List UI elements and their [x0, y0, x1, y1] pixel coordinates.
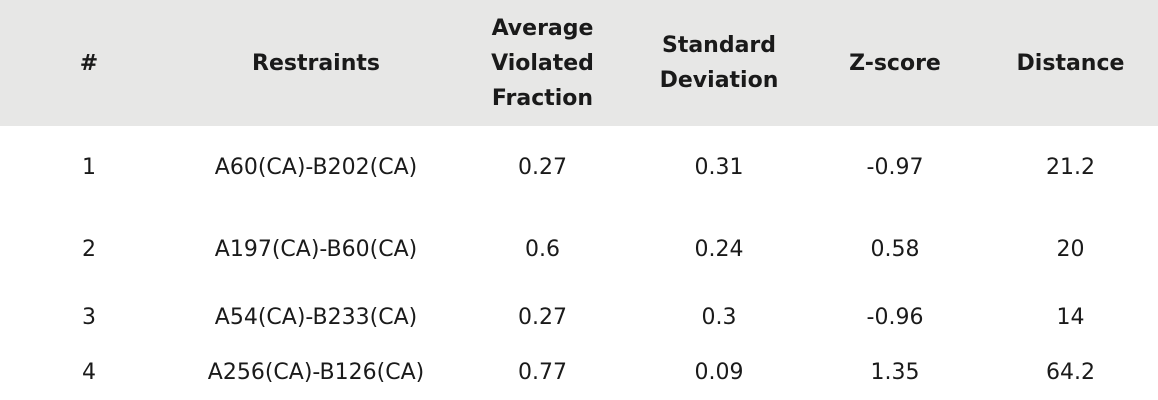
cell-num: 4 — [82, 359, 96, 385]
cell-distance: 14 — [1056, 304, 1085, 330]
header-num: # — [79, 50, 99, 76]
table-header: # Restraints Average Violated Fraction S… — [0, 0, 1158, 126]
cell-average-violated-fraction: 0.27 — [518, 304, 567, 330]
table-row: 2 A197(CA)-B60(CA) 0.6 0.24 0.58 20 — [0, 228, 1158, 270]
cell-average-violated-fraction: 0.27 — [518, 154, 567, 180]
cell-average-violated-fraction: 0.77 — [518, 359, 567, 385]
table-row: 3 A54(CA)-B233(CA) 0.27 0.3 -0.96 14 — [0, 296, 1158, 338]
cell-z-score: -0.97 — [866, 154, 924, 180]
header-z-score: Z-score — [849, 50, 941, 76]
cell-restraint: A54(CA)-B233(CA) — [214, 304, 418, 330]
table-row: 1 A60(CA)-B202(CA) 0.27 0.31 -0.97 21.2 — [0, 146, 1158, 188]
cell-distance: 20 — [1056, 236, 1085, 262]
header-restraints: Restraints — [252, 50, 380, 76]
table-row: 4 A256(CA)-B126(CA) 0.77 0.09 1.35 64.2 — [0, 351, 1158, 393]
cell-restraint: A256(CA)-B126(CA) — [207, 359, 425, 385]
cell-distance: 21.2 — [1046, 154, 1095, 180]
cell-num: 1 — [82, 154, 96, 180]
cell-standard-deviation: 0.3 — [701, 304, 737, 330]
header-average-violated-fraction: Average Violated Fraction — [491, 15, 594, 111]
cell-restraint: A60(CA)-B202(CA) — [214, 154, 418, 180]
cell-restraint: A197(CA)-B60(CA) — [214, 236, 418, 262]
cell-standard-deviation: 0.31 — [694, 154, 744, 180]
cell-standard-deviation: 0.09 — [694, 359, 744, 385]
cell-z-score: 1.35 — [870, 359, 920, 385]
cell-average-violated-fraction: 0.6 — [525, 236, 560, 262]
cell-num: 3 — [82, 304, 96, 330]
cell-num: 2 — [82, 236, 96, 262]
cell-distance: 64.2 — [1046, 359, 1095, 385]
cell-z-score: -0.96 — [866, 304, 924, 330]
header-distance: Distance — [1016, 50, 1125, 76]
header-standard-deviation: Standard Deviation — [659, 33, 779, 93]
cell-standard-deviation: 0.24 — [694, 236, 744, 262]
cell-z-score: 0.58 — [870, 236, 920, 262]
